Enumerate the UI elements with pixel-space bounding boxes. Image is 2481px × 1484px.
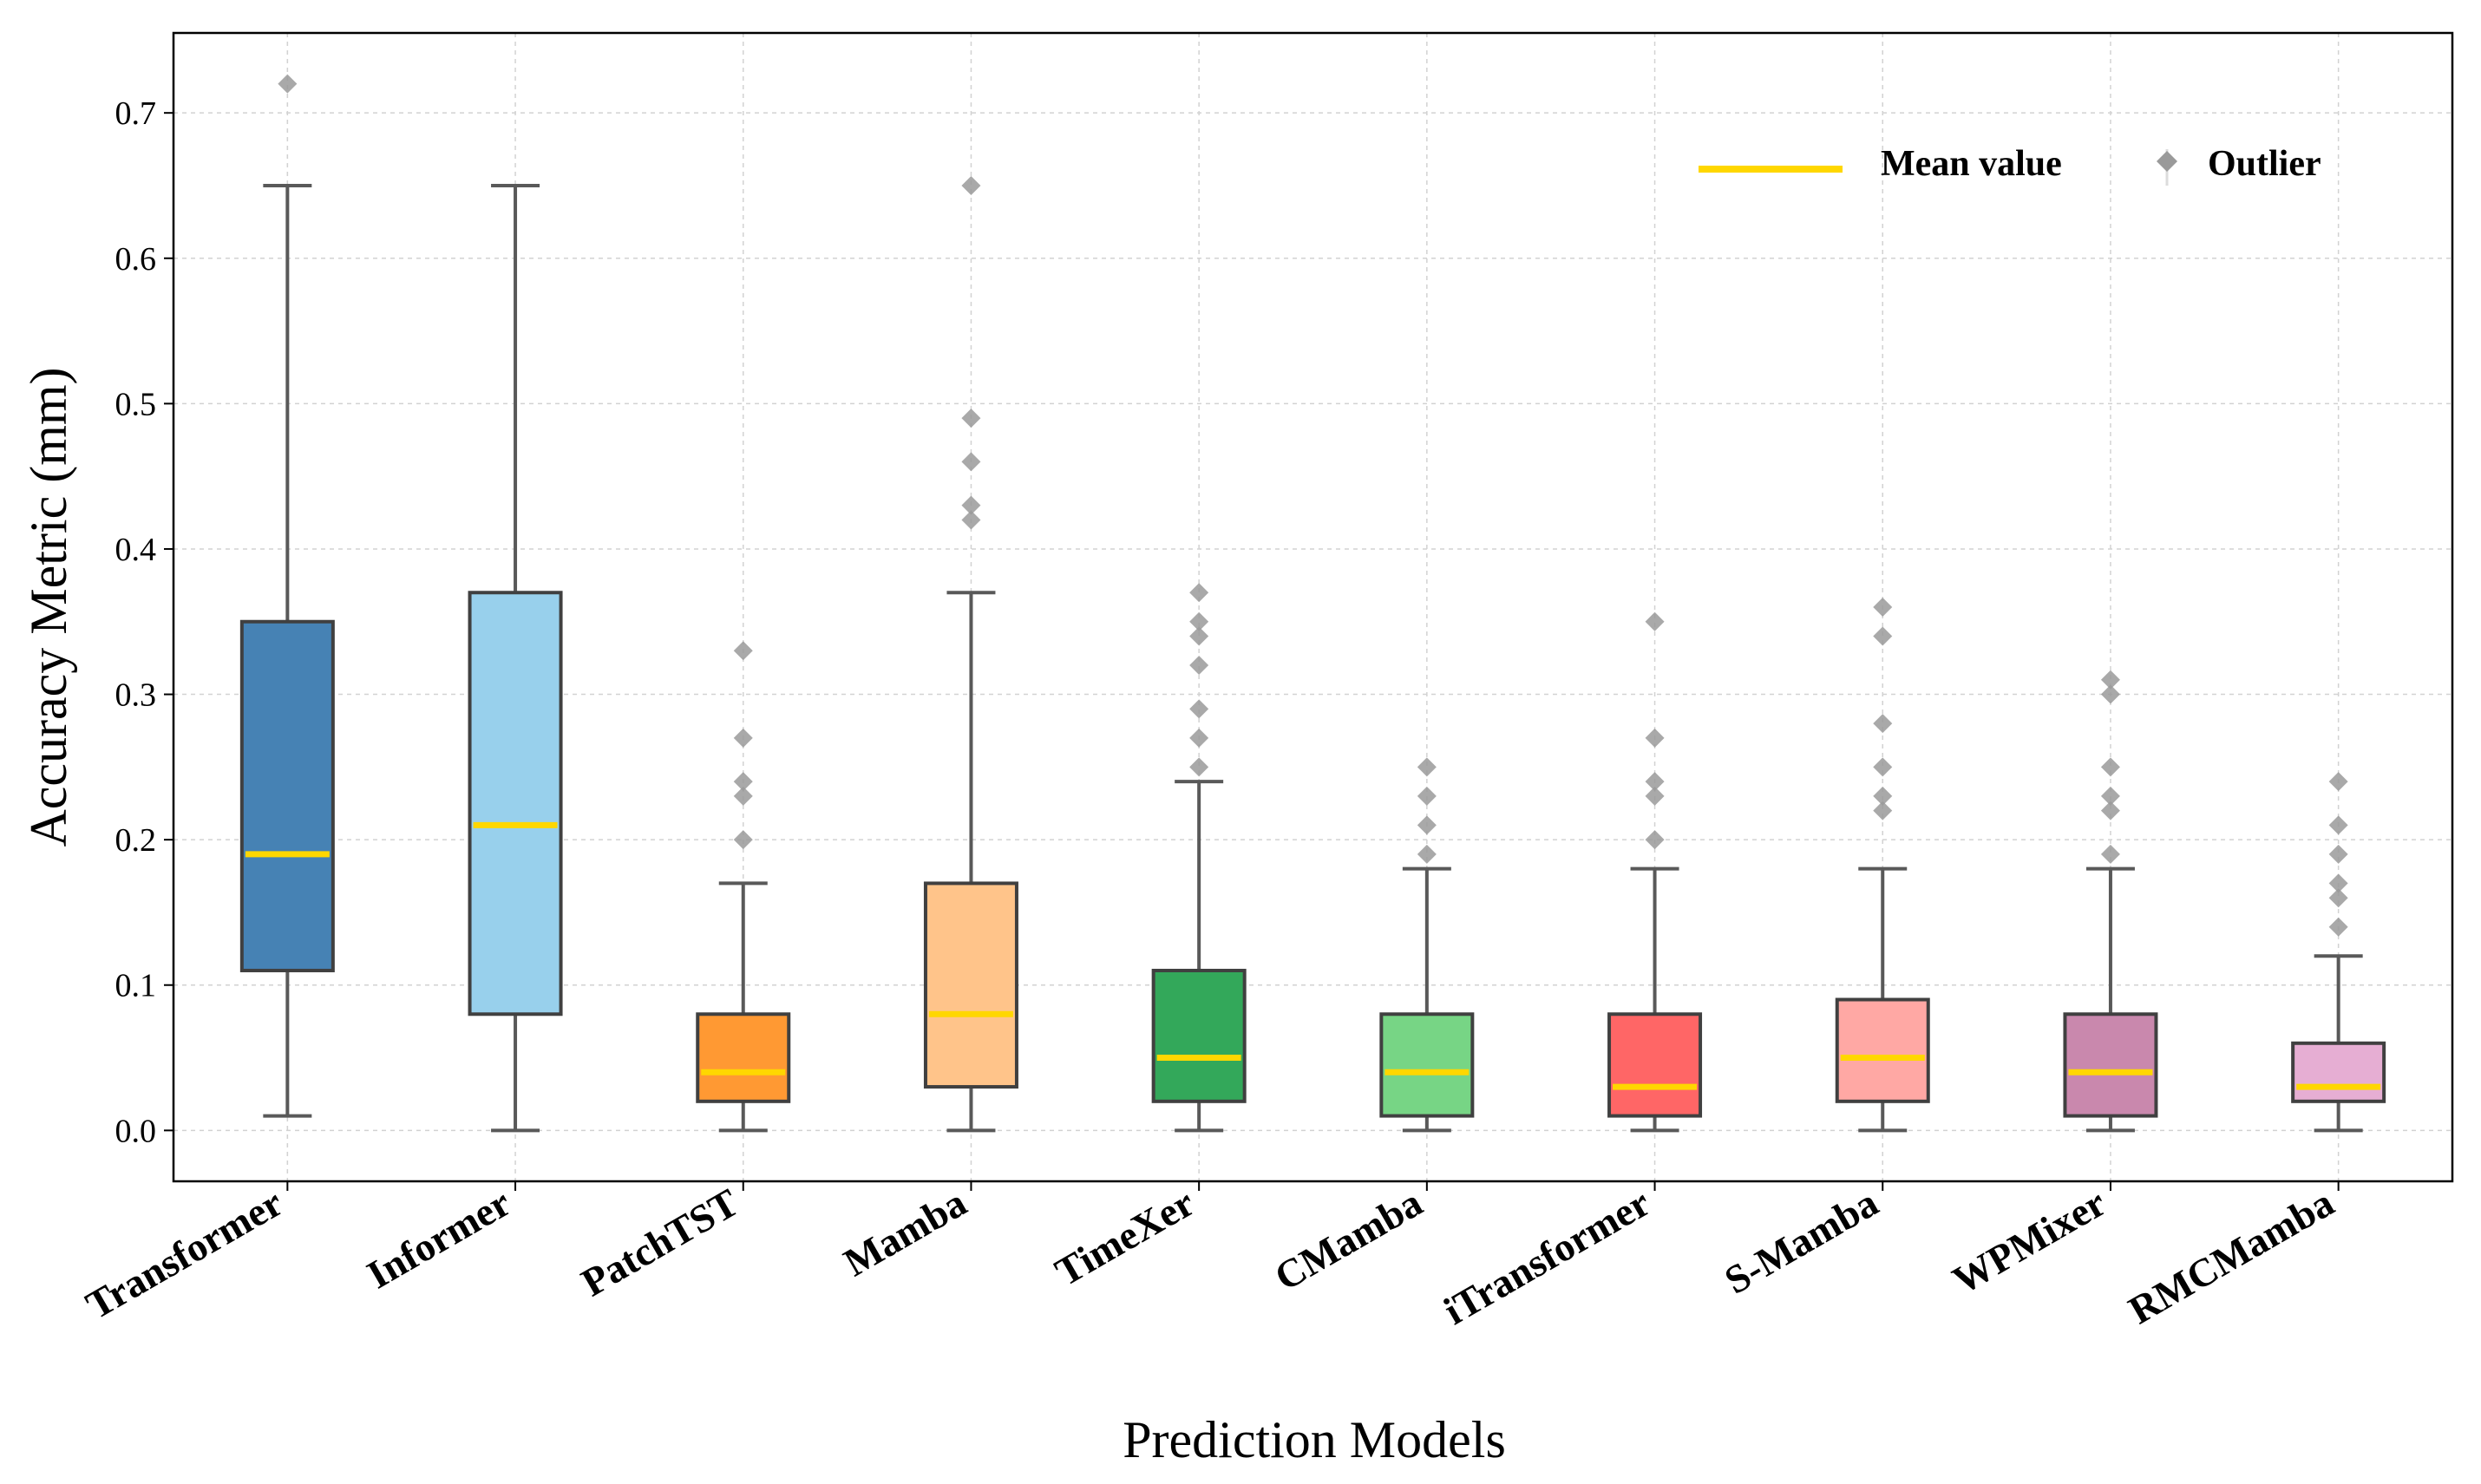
outlier-point: [1645, 786, 1665, 806]
box-group: [2063, 670, 2158, 1133]
box-group: [923, 175, 1018, 1133]
x-category-label: PatchTST: [574, 1180, 746, 1304]
y-tick-label: 0.3: [115, 677, 157, 714]
box-group: [1151, 583, 1247, 1133]
box-body: [923, 881, 1018, 1089]
x-category-label: Transformer: [79, 1180, 291, 1327]
outlier-point: [1189, 757, 1209, 777]
outlier-point: [2100, 670, 2120, 690]
outlier-point: [1873, 598, 1893, 617]
outlier-point: [278, 74, 298, 94]
legend-mean-label: Mean value: [1881, 144, 2062, 184]
box-body: [239, 619, 335, 972]
outlier-point: [2100, 786, 2120, 806]
legend-outlier-marker: [2157, 151, 2177, 172]
box-body: [1607, 1012, 1703, 1118]
x-category-label: S-Mamba: [1718, 1180, 1886, 1302]
legend-outlier-label: Outlier: [2208, 144, 2321, 184]
axis-ticks: 0.0 0.1 0.2 0.3 0.4 0.5 0.6 0.7 Transformer Infor…: [79, 95, 2341, 1333]
box-group: [239, 74, 335, 1118]
outlier-point: [961, 495, 981, 515]
outlier-point: [2328, 844, 2348, 864]
box-group: [1379, 757, 1475, 1133]
outlier-point: [1189, 656, 1209, 676]
outlier-point: [733, 830, 753, 850]
outlier-point: [1189, 626, 1209, 646]
outlier-point: [1417, 844, 1437, 864]
outlier-point: [1417, 815, 1437, 835]
plot-frame: [172, 31, 2454, 1183]
box-body: [468, 591, 563, 1017]
x-category-label: WPMixer: [1945, 1180, 2113, 1302]
outlier-point: [1645, 830, 1665, 850]
y-tick-label: 0.2: [115, 822, 157, 859]
box-series: [239, 74, 2386, 1133]
y-axis-title: Accuracy Metric (mm): [20, 367, 77, 847]
outlier-point: [1189, 583, 1209, 603]
x-category-label: Mamba: [836, 1180, 973, 1285]
legend: Mean value Outlier: [1699, 144, 2321, 186]
outlier-point: [1189, 728, 1209, 748]
outlier-point: [1417, 757, 1437, 777]
y-tick-label: 0.5: [115, 386, 157, 422]
outlier-point: [2100, 757, 2120, 777]
y-tick-label: 0.6: [115, 241, 157, 278]
box-group: [1607, 611, 1703, 1133]
outlier-point: [961, 175, 981, 195]
outlier-point: [2100, 801, 2120, 820]
y-tick-label: 0.7: [115, 95, 157, 132]
outlier-point: [1873, 714, 1893, 734]
box-body: [2291, 1041, 2386, 1103]
outlier-point: [1873, 757, 1893, 777]
y-tick-label: 0.0: [115, 1113, 157, 1149]
box-body: [2063, 1012, 2158, 1118]
box-group: [468, 183, 563, 1133]
x-category-label: CMamba: [1267, 1180, 1430, 1298]
outlier-point: [961, 510, 981, 530]
outlier-point: [733, 641, 753, 661]
outlier-point: [2328, 873, 2348, 893]
outlier-point: [733, 786, 753, 806]
outlier-point: [1645, 772, 1665, 792]
x-category-label: RMCMamba: [2121, 1180, 2340, 1332]
outlier-point: [2328, 917, 2348, 937]
x-axis-title: Prediction Models: [1123, 1411, 1506, 1468]
outlier-point: [1645, 611, 1665, 631]
outlier-point: [961, 452, 981, 472]
outlier-point: [1189, 699, 1209, 719]
outlier-point: [2100, 684, 2120, 704]
outlier-point: [733, 772, 753, 792]
box-body: [696, 1012, 791, 1103]
outlier-point: [2100, 844, 2120, 864]
box-body: [1151, 968, 1247, 1103]
outlier-point: [1189, 611, 1209, 631]
box-group: [696, 641, 791, 1133]
y-tick-label: 0.1: [115, 968, 157, 1004]
outlier-point: [1873, 786, 1893, 806]
outlier-point: [733, 728, 753, 748]
box-group: [1835, 598, 1930, 1133]
outlier-point: [1873, 801, 1893, 820]
outlier-point: [1645, 728, 1665, 748]
outlier-point: [961, 409, 981, 428]
outlier-point: [2328, 815, 2348, 835]
outlier-point: [1417, 786, 1437, 806]
x-category-label: TimeXer: [1048, 1180, 1201, 1294]
y-tick-label: 0.4: [115, 532, 157, 568]
x-category-label: iTransformer: [1437, 1180, 1658, 1333]
outlier-point: [2328, 888, 2348, 908]
outlier-point: [1873, 626, 1893, 646]
box-body: [1379, 1012, 1475, 1118]
outlier-point: [2328, 772, 2348, 792]
box-group: [2291, 772, 2386, 1133]
x-category-label: Informer: [359, 1180, 518, 1297]
box-body: [1835, 997, 1930, 1103]
